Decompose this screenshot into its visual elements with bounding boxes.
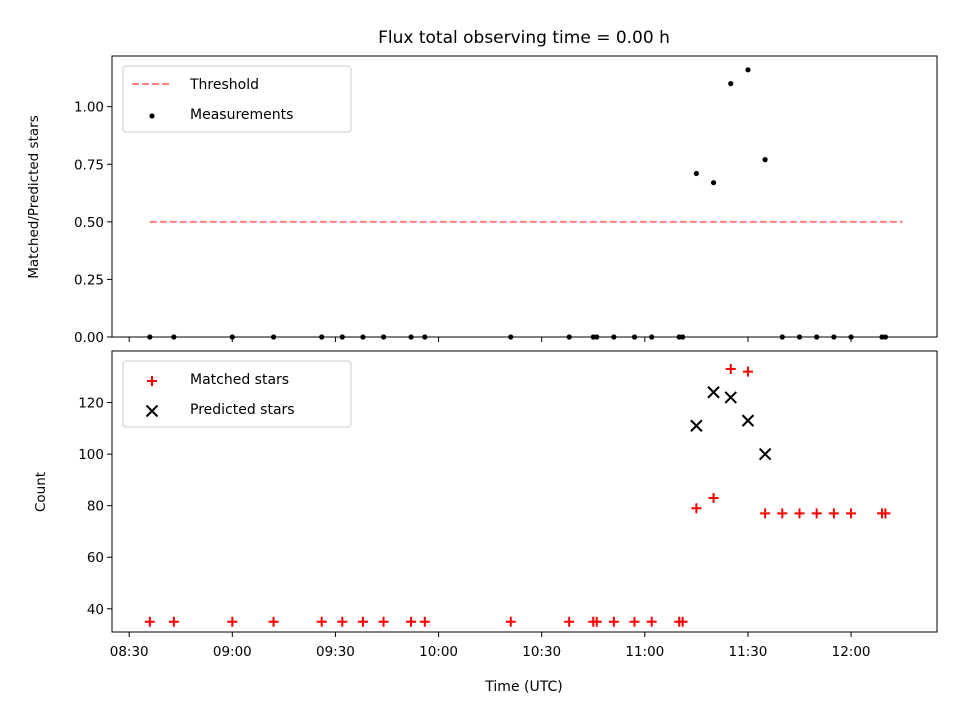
matched-stars-point [378, 616, 389, 627]
legend-predicted-stars-label: Predicted stars [190, 402, 295, 418]
matched-stars-point [846, 508, 857, 519]
y-tick-label: 0.00 [74, 330, 104, 346]
matched-stars-point [880, 508, 891, 519]
matched-stars-point [677, 616, 688, 627]
ratio-plot-frame [111, 55, 938, 338]
figure-title: Flux total observing time = 0.00 h [378, 28, 670, 48]
legend-predicted-stars-swatch [145, 404, 159, 418]
matched-stars-point [168, 616, 179, 627]
matched-stars-point [144, 616, 155, 627]
legend-matched-stars-label: Matched stars [190, 372, 289, 388]
legend-matched-stars-swatch [147, 376, 157, 386]
x-tick-label: 10:30 [522, 644, 561, 660]
measurements-point [728, 81, 734, 87]
predicted-stars-point [707, 386, 720, 399]
matched-stars-point [828, 508, 839, 519]
ratio-panel: Matched/Predicted stars 0.00 0.25 0.50 0.75… [26, 55, 938, 346]
matched-stars-point [760, 508, 771, 519]
measurements-point [762, 157, 768, 163]
legend-measurements-swatch [149, 113, 155, 119]
matched-stars-point [406, 616, 417, 627]
count-panel: Count 08:30 09:00 09:30 10:00 10:30 11:00 11:3… [33, 350, 938, 660]
y-tick-label: 120 [78, 396, 104, 412]
count-plot-frame [111, 350, 938, 633]
ratio-y-axis-label: Matched/Predicted stars [26, 115, 42, 278]
matched-stars-point [268, 616, 279, 627]
matched-stars-point [646, 616, 657, 627]
x-tick-label: 09:30 [316, 644, 355, 660]
measurements-point [693, 170, 699, 177]
x-tick-label: 08:30 [110, 644, 149, 660]
y-tick-label: 1.00 [74, 100, 104, 116]
matched-stars-point [691, 503, 702, 514]
measurements-point [745, 67, 751, 73]
matched-stars-point [608, 616, 619, 627]
matched-stars-point [811, 508, 822, 519]
matched-stars-point [316, 616, 327, 627]
matched-stars-point [591, 616, 602, 627]
matched-stars-point [794, 508, 805, 519]
y-tick-label: 80 [87, 499, 104, 515]
matched-stars-point [777, 508, 788, 519]
y-tick-label: 0.25 [74, 272, 104, 288]
y-tick-label: 0.75 [74, 157, 104, 173]
x-tick-label: 11:00 [625, 644, 664, 660]
matched-stars-point [337, 616, 348, 627]
y-tick-label: 40 [87, 602, 104, 618]
matched-stars-point [742, 366, 753, 377]
legend-threshold-label: Threshold [189, 77, 259, 93]
measurements-point [710, 180, 717, 186]
x-tick-label: 10:00 [419, 644, 458, 660]
legend-box [122, 65, 352, 133]
matched-stars-point [629, 616, 640, 627]
x-tick-label: 09:00 [213, 644, 252, 660]
x-tick-label: 12:00 [832, 644, 871, 660]
matched-stars-point [564, 616, 575, 627]
predicted-stars-point [741, 414, 755, 427]
matched-stars-point [227, 616, 238, 627]
legend-box [122, 360, 352, 428]
y-tick-label: 60 [87, 550, 104, 566]
matched-stars-point [725, 364, 736, 375]
predicted-stars-point [690, 419, 703, 432]
matched-stars-point [505, 616, 516, 627]
y-tick-label: 0.50 [74, 215, 104, 231]
predicted-stars-point [724, 391, 737, 404]
matched-stars-point [357, 616, 368, 627]
legend-measurements-label: Measurements [190, 107, 293, 123]
x-tick-label: 11:30 [728, 644, 767, 660]
matched-stars-point [419, 616, 430, 627]
y-tick-label: 100 [78, 447, 104, 463]
count-y-axis-label: Count [33, 472, 49, 512]
matched-stars-point [708, 492, 719, 503]
predicted-stars-point [758, 447, 772, 461]
x-axis-label: Time (UTC) [484, 679, 562, 695]
